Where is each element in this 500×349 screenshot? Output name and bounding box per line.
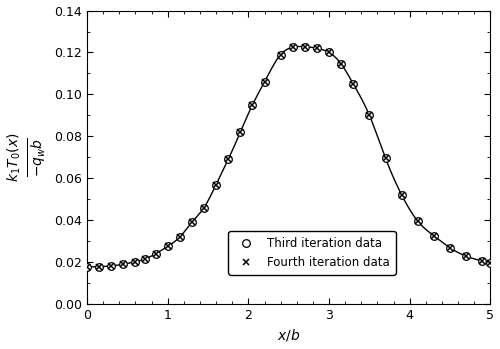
Fourth iteration data bbox=[132, 260, 138, 264]
Third iteration data bbox=[302, 45, 308, 49]
Fourth iteration data bbox=[278, 52, 283, 57]
Line: Fourth iteration data: Fourth iteration data bbox=[84, 44, 494, 270]
Fourth iteration data bbox=[290, 45, 296, 49]
Fourth iteration data bbox=[366, 113, 372, 118]
Y-axis label: $k_1 T_0(x)$
$\overline{-q_w b}$: $k_1 T_0(x)$ $\overline{-q_w b}$ bbox=[6, 133, 48, 182]
Third iteration data bbox=[177, 235, 183, 239]
Fourth iteration data bbox=[382, 156, 388, 161]
Fourth iteration data bbox=[463, 254, 469, 258]
Fourth iteration data bbox=[189, 220, 195, 224]
Fourth iteration data bbox=[238, 130, 244, 134]
Third iteration data bbox=[278, 52, 283, 57]
Third iteration data bbox=[152, 252, 158, 256]
Third iteration data bbox=[480, 259, 486, 263]
Third iteration data bbox=[120, 262, 126, 266]
Third iteration data bbox=[338, 62, 344, 66]
Third iteration data bbox=[238, 130, 244, 134]
Third iteration data bbox=[164, 244, 170, 248]
Fourth iteration data bbox=[488, 261, 494, 265]
Third iteration data bbox=[314, 46, 320, 50]
Third iteration data bbox=[447, 246, 453, 250]
X-axis label: $x/b$: $x/b$ bbox=[277, 327, 300, 343]
Fourth iteration data bbox=[326, 50, 332, 54]
Fourth iteration data bbox=[302, 45, 308, 49]
Third iteration data bbox=[463, 254, 469, 258]
Fourth iteration data bbox=[431, 234, 437, 238]
Fourth iteration data bbox=[152, 252, 158, 256]
Third iteration data bbox=[225, 157, 231, 162]
Fourth iteration data bbox=[225, 157, 231, 162]
Fourth iteration data bbox=[262, 80, 268, 84]
Third iteration data bbox=[250, 103, 256, 107]
Fourth iteration data bbox=[120, 262, 126, 266]
Fourth iteration data bbox=[415, 219, 421, 223]
Third iteration data bbox=[366, 113, 372, 118]
Third iteration data bbox=[290, 45, 296, 49]
Fourth iteration data bbox=[84, 265, 90, 269]
Third iteration data bbox=[326, 50, 332, 54]
Third iteration data bbox=[96, 265, 102, 269]
Third iteration data bbox=[108, 264, 114, 268]
Fourth iteration data bbox=[142, 257, 148, 261]
Third iteration data bbox=[132, 260, 138, 264]
Fourth iteration data bbox=[250, 103, 256, 107]
Fourth iteration data bbox=[350, 82, 356, 86]
Third iteration data bbox=[201, 206, 207, 210]
Line: Third iteration data: Third iteration data bbox=[83, 43, 494, 270]
Third iteration data bbox=[415, 219, 421, 223]
Third iteration data bbox=[262, 80, 268, 84]
Fourth iteration data bbox=[314, 46, 320, 50]
Third iteration data bbox=[84, 265, 90, 269]
Fourth iteration data bbox=[201, 206, 207, 210]
Fourth iteration data bbox=[447, 246, 453, 250]
Fourth iteration data bbox=[177, 235, 183, 239]
Fourth iteration data bbox=[213, 183, 219, 187]
Third iteration data bbox=[382, 156, 388, 161]
Third iteration data bbox=[431, 234, 437, 238]
Third iteration data bbox=[488, 261, 494, 265]
Fourth iteration data bbox=[108, 264, 114, 268]
Third iteration data bbox=[189, 220, 195, 224]
Third iteration data bbox=[350, 82, 356, 86]
Fourth iteration data bbox=[164, 244, 170, 248]
Third iteration data bbox=[398, 193, 404, 197]
Third iteration data bbox=[213, 183, 219, 187]
Legend: Third iteration data, Fourth iteration data: Third iteration data, Fourth iteration d… bbox=[228, 231, 396, 275]
Fourth iteration data bbox=[338, 62, 344, 66]
Third iteration data bbox=[142, 257, 148, 261]
Fourth iteration data bbox=[96, 265, 102, 269]
Fourth iteration data bbox=[480, 259, 486, 263]
Fourth iteration data bbox=[398, 193, 404, 197]
